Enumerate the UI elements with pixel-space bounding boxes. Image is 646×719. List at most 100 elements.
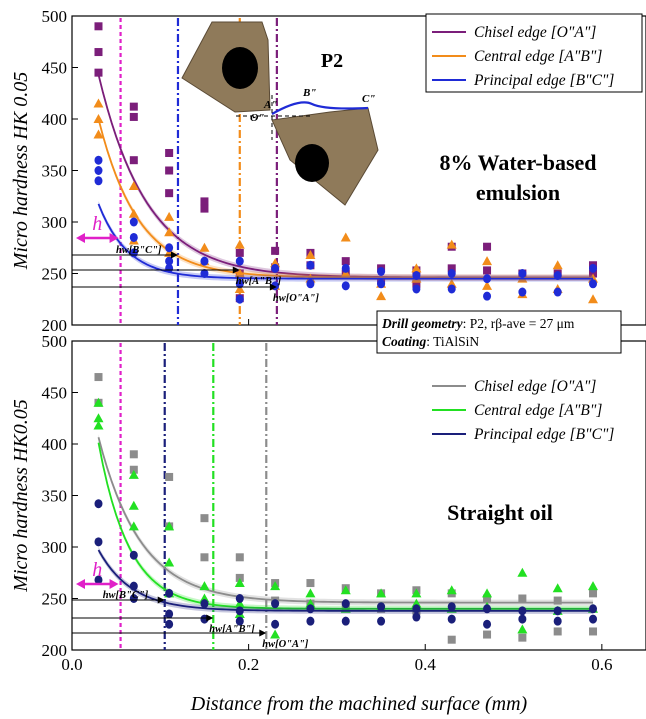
- data-point: [306, 579, 315, 588]
- data-point: [94, 373, 103, 382]
- y-tick-label: 350: [42, 487, 68, 506]
- data-point: [93, 129, 104, 139]
- data-point: [200, 553, 209, 562]
- data-point: [588, 581, 599, 591]
- data-point: [483, 274, 492, 284]
- data-point: [483, 630, 492, 639]
- data-point: [93, 114, 104, 123]
- bottom-panel: 200 250 300 350 400 450 500 0.0 0.2 0.4 0.6 Micro h…: [10, 332, 646, 715]
- hw-arrowhead: [269, 283, 277, 291]
- data-point: [234, 239, 245, 249]
- data-point: [552, 260, 563, 270]
- h-arrowhead: [76, 233, 85, 243]
- data-point: [447, 602, 456, 612]
- x-tick-label: 0.0: [61, 655, 82, 674]
- data-point: [270, 629, 281, 639]
- data-point: [341, 257, 350, 266]
- legend-label: Chisel edge [O"A"]: [474, 24, 596, 41]
- data-point: [483, 604, 492, 614]
- data-point: [377, 266, 386, 276]
- data-point: [200, 514, 209, 523]
- data-point: [447, 635, 456, 644]
- data-point: [305, 249, 316, 259]
- data-point: [235, 553, 244, 562]
- data-point: [483, 619, 492, 629]
- data-point: [94, 166, 103, 175]
- fit-curve: [97, 549, 594, 612]
- data-point: [165, 243, 174, 253]
- y-tick-label: 500: [42, 7, 68, 26]
- hw-arrowhead: [206, 614, 214, 622]
- legend: Chisel edge [O"A"] Central edge [A"B"] Pri…: [432, 378, 614, 443]
- data-point: [518, 287, 527, 297]
- x-tick-label: 0.4: [415, 655, 437, 674]
- y-tick-label: 400: [42, 435, 68, 454]
- data-point: [129, 594, 138, 603]
- data-point: [200, 256, 209, 266]
- x-tick-label: 0.6: [591, 655, 612, 674]
- hw-arrowhead: [232, 266, 240, 274]
- data-point: [482, 588, 493, 598]
- data-point: [340, 585, 351, 595]
- legend-label: Central edge [A"B"]: [474, 48, 602, 65]
- annotation-line: 8% Water-based: [439, 150, 596, 175]
- data-point: [376, 291, 387, 301]
- data-point: [306, 604, 315, 614]
- annotation-line: emulsion: [476, 180, 560, 205]
- data-point: [482, 280, 493, 290]
- data-point: [270, 581, 281, 591]
- legend-label: Central edge [A"B"]: [474, 402, 602, 419]
- data-point: [553, 627, 562, 636]
- data-point: [447, 264, 456, 273]
- panel-annotation: 8% Water-based emulsion: [439, 150, 596, 205]
- data-point: [200, 197, 209, 206]
- data-point: [553, 596, 562, 605]
- data-point: [589, 614, 598, 624]
- y-tick-label: 450: [42, 59, 68, 78]
- legend: Chisel edge [O"A"] Central edge [A"B"] Pri…: [425, 13, 643, 93]
- data-point: [518, 633, 527, 642]
- data-point: [234, 578, 245, 588]
- data-point: [165, 148, 174, 157]
- data-point: [164, 211, 175, 221]
- data-point: [483, 594, 492, 603]
- data-point: [446, 239, 457, 249]
- data-point: [94, 537, 103, 547]
- data-point: [93, 397, 104, 407]
- data-point: [129, 232, 138, 242]
- data-point: [94, 155, 103, 165]
- data-point: [235, 594, 244, 603]
- data-point: [518, 614, 527, 624]
- data-point: [589, 279, 598, 289]
- data-point: [94, 176, 103, 186]
- data-point: [200, 269, 209, 278]
- data-point: [412, 604, 421, 614]
- data-point: [483, 242, 492, 251]
- data-point: [235, 616, 244, 626]
- data-point: [518, 269, 527, 278]
- info-label: Coating: [382, 334, 427, 349]
- h-label: h: [92, 213, 102, 235]
- data-point: [165, 263, 174, 273]
- data-point: [518, 606, 527, 616]
- series-2: [94, 155, 598, 304]
- y-tick-label: 250: [42, 265, 68, 284]
- data-point: [234, 268, 245, 278]
- coolant-hole: [222, 47, 258, 89]
- data-point: [306, 616, 315, 626]
- data-point: [377, 602, 386, 612]
- cutting-edge: [271, 101, 369, 115]
- data-point: [93, 98, 104, 108]
- data-point: [341, 599, 350, 609]
- data-point: [589, 604, 598, 614]
- hw-arrowhead: [170, 251, 178, 259]
- hw-arrowhead: [259, 629, 267, 637]
- data-point: [129, 465, 138, 474]
- data-point: [165, 166, 174, 175]
- data-point: [128, 208, 139, 218]
- h-arrowhead: [76, 579, 85, 589]
- data-point: [94, 68, 103, 77]
- data-point: [446, 585, 457, 595]
- data-point: [128, 500, 139, 510]
- x-axis-label: Distance from the machined surface (mm): [190, 693, 528, 715]
